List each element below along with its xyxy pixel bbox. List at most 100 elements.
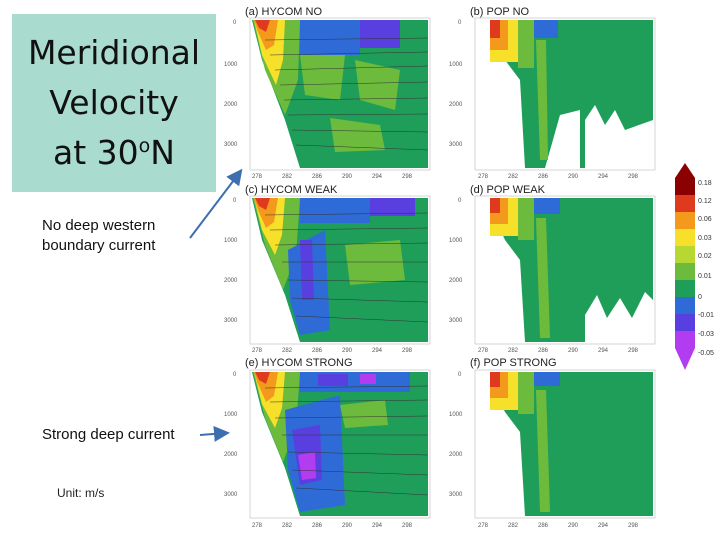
colorbar-swatch: [675, 212, 695, 229]
lon-tick: 286: [312, 523, 323, 529]
depth-tick: 1000: [449, 62, 463, 68]
lon-tick: 286: [538, 174, 549, 180]
panel-b-plot: [474, 17, 656, 171]
depth-tick: 3000: [449, 142, 463, 148]
panel-title-e: (e) HYCOM STRONG: [245, 357, 353, 369]
colorbar-swatch: [675, 178, 695, 195]
lon-tick: 298: [402, 174, 413, 180]
lon-tick: 290: [568, 174, 579, 180]
colorbar-swatch: [675, 314, 695, 331]
lon-tick: 294: [372, 174, 383, 180]
depth-tick: 3000: [224, 142, 238, 148]
panel-title-c: (c) HYCOM WEAK: [245, 184, 338, 196]
lon-tick: 290: [568, 523, 579, 529]
lon-tick: 294: [598, 348, 609, 354]
depth-tick: 2000: [224, 452, 238, 458]
panel-title-f: (f) POP STRONG: [470, 357, 557, 369]
lon-tick: 294: [598, 523, 609, 529]
panel-c-ticks: 0 1000 2000 3000 278 282 286 290 294 298: [224, 198, 413, 354]
depth-tick: 0: [458, 198, 462, 204]
arrow-to-panel-a: [189, 168, 243, 239]
depth-tick: 0: [458, 20, 462, 26]
panel-e-ticks: 0 1000 2000 3000 278 282 286 290 294 298: [224, 372, 413, 529]
depth-tick: 2000: [224, 278, 238, 284]
note-no-deep-line-1: No deep western: [42, 217, 156, 234]
lon-tick: 282: [508, 523, 519, 529]
depth-tick: 3000: [224, 492, 238, 498]
depth-tick: 2000: [449, 102, 463, 108]
slide-title: Meridional Velocity at 30oN: [28, 28, 200, 178]
depth-tick: 0: [233, 372, 237, 378]
lon-tick: 282: [282, 523, 293, 529]
colorbar-swatch: [675, 263, 695, 280]
lon-tick: 286: [312, 348, 323, 354]
colorbar-swatch: [675, 246, 695, 263]
colorbar-label: 0.06: [698, 216, 712, 223]
lon-tick: 278: [478, 348, 489, 354]
lon-tick: 278: [478, 523, 489, 529]
colorbar-bottom-triangle: [675, 348, 695, 370]
title-degree-sup: o: [138, 135, 151, 157]
lon-tick: 290: [568, 348, 579, 354]
colorbar-label: 0.12: [698, 198, 712, 205]
lon-tick: 298: [628, 174, 639, 180]
depth-tick: 1000: [224, 62, 238, 68]
depth-tick: 2000: [224, 102, 238, 108]
depth-tick: 1000: [224, 412, 238, 418]
depth-tick: 3000: [224, 318, 238, 324]
colorbar: 0.18 0.12 0.06 0.03 0.02 0.01 0 -0.01 -0…: [675, 163, 714, 370]
panel-f-plot: [474, 369, 656, 519]
lon-tick: 282: [508, 348, 519, 354]
lon-tick: 278: [252, 523, 263, 529]
lon-tick: 298: [628, 348, 639, 354]
lon-tick: 298: [402, 523, 413, 529]
colorbar-swatch: [675, 229, 695, 246]
colorbar-label: 0.01: [698, 273, 712, 280]
depth-tick: 2000: [449, 452, 463, 458]
lon-tick: 278: [252, 174, 263, 180]
colorbar-swatch: [675, 297, 695, 314]
depth-tick: 0: [458, 372, 462, 378]
lon-tick: 290: [342, 523, 353, 529]
lon-tick: 286: [538, 523, 549, 529]
lon-tick: 278: [252, 348, 263, 354]
colorbar-swatch: [675, 195, 695, 212]
lon-tick: 286: [312, 174, 323, 180]
lon-tick: 282: [508, 174, 519, 180]
depth-tick: 0: [233, 198, 237, 204]
note-strong-current: Strong deep current: [42, 426, 175, 443]
colorbar-label: 0: [698, 294, 702, 301]
title-line-3: at 30oN: [28, 128, 200, 178]
panel-a-plot: [249, 17, 431, 171]
depth-tick: 2000: [449, 278, 463, 284]
arrow-to-panel-e: [199, 425, 230, 442]
panel-b-ticks: 0 1000 2000 3000 278 282 286 290 294 298: [449, 20, 639, 180]
panel-f-ticks: 0 1000 2000 3000 278 282 286 290 294 298: [449, 372, 639, 529]
note-no-deep-line-2: boundary current: [42, 237, 156, 254]
depth-tick: 1000: [449, 412, 463, 418]
title-box: Meridional Velocity at 30oN: [12, 14, 216, 192]
panel-c-plot: [249, 195, 431, 345]
note-no-deep-current: No deep western boundary current: [42, 216, 155, 256]
lon-tick: 298: [628, 523, 639, 529]
panel-d-ticks: 0 1000 2000 3000 278 282 286 290 294 298: [449, 198, 639, 354]
lon-tick: 282: [282, 348, 293, 354]
lon-tick: 290: [342, 174, 353, 180]
colorbar-label: 0.02: [698, 253, 712, 260]
panel-title-d: (d) POP WEAK: [470, 184, 545, 196]
title-line-1: Meridional: [27, 33, 201, 72]
depth-tick: 1000: [449, 238, 463, 244]
lon-tick: 282: [282, 174, 293, 180]
title-line-3-prefix: at 30: [53, 133, 139, 172]
lon-tick: 294: [598, 174, 609, 180]
colorbar-label: -0.01: [698, 312, 714, 319]
colorbar-label: 0.03: [698, 235, 712, 242]
panel-d-plot: [474, 195, 656, 345]
title-line-2: Velocity: [49, 83, 179, 122]
panel-e-plot: [249, 369, 431, 519]
lon-tick: 298: [402, 348, 413, 354]
colorbar-top-triangle: [675, 163, 695, 178]
panel-title-b: (b) POP NO: [470, 6, 530, 18]
lon-tick: 278: [478, 174, 489, 180]
